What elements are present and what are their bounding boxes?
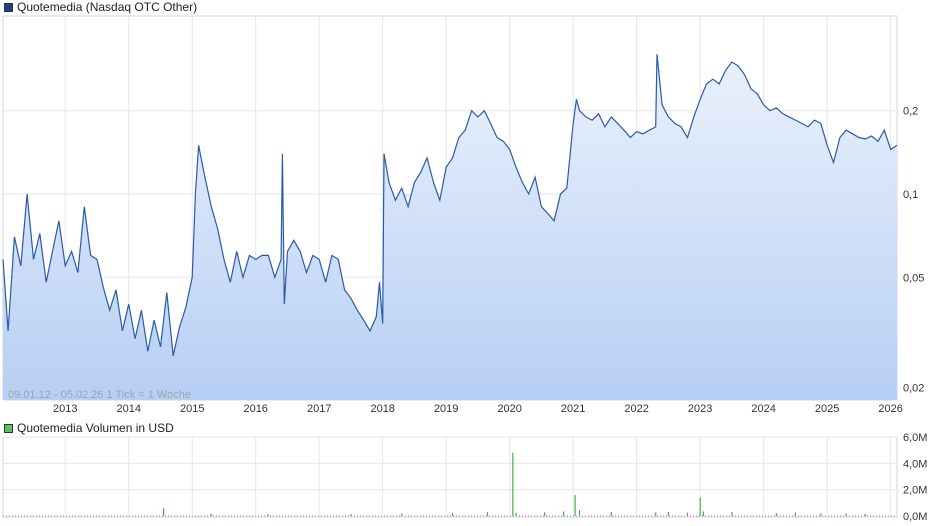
- price-x-tick-label: 2016: [243, 403, 267, 415]
- price-x-tick-label: 2024: [751, 403, 775, 415]
- volume-legend-label: Quotemedia Volumen in USD: [17, 421, 174, 435]
- range-note: 09.01.12 - 05.02.26 1 Tick = 1 Woche: [8, 389, 191, 401]
- price-x-tick-label: 2014: [116, 403, 140, 415]
- price-x-tick-label: 2022: [624, 403, 648, 415]
- price-x-tick-label: 2013: [53, 403, 77, 415]
- price-y-tick-label: 0,1: [903, 189, 918, 201]
- price-y-tick-label: 0,2: [903, 106, 918, 118]
- volume-bars: [163, 452, 866, 516]
- volume-y-axis: 0,0M 2,0M 4,0M 6,0M: [903, 432, 927, 523]
- price-y-tick-label: 0,02: [903, 382, 924, 394]
- price-legend-label: Quotemedia (Nasdaq OTC Other): [17, 0, 198, 14]
- volume-y-tick-label: 4,0M: [903, 458, 927, 470]
- price-x-tick-label: 2021: [561, 403, 585, 415]
- volume-plot-area: [2, 436, 898, 518]
- volume-y-tick-label: 0,0M: [903, 511, 927, 523]
- volume-y-tick-label: 2,0M: [903, 485, 927, 497]
- price-x-tick-label: 2018: [370, 403, 394, 415]
- price-x-tick-label: 2025: [815, 403, 839, 415]
- price-x-tick-label: 2026: [878, 403, 902, 415]
- price-area-fill: [3, 54, 897, 401]
- price-line: [2, 54, 898, 356]
- price-y-axis: 0,02 0,05 0,1 0,2: [903, 106, 924, 395]
- price-legend-swatch: [4, 2, 13, 12]
- price-x-tick-label: 2023: [688, 403, 712, 415]
- price-x-tick-label: 2017: [307, 403, 331, 415]
- price-y-tick-label: 0,05: [903, 272, 924, 284]
- volume-grid: [3, 436, 897, 516]
- price-legend: Quotemedia (Nasdaq OTC Other): [4, 0, 197, 14]
- price-x-tick-label: 2020: [497, 403, 521, 415]
- volume-legend: Quotemedia Volumen in USD: [4, 421, 174, 435]
- volume-legend-swatch: [4, 423, 13, 433]
- price-x-axis: 2013 2014 2015 2016 2017 2018 2019 2020 2021 2022…: [53, 403, 903, 415]
- price-x-tick-label: 2015: [180, 403, 204, 415]
- volume-y-tick-label: 6,0M: [903, 432, 927, 444]
- price-x-tick-label: 2019: [434, 403, 458, 415]
